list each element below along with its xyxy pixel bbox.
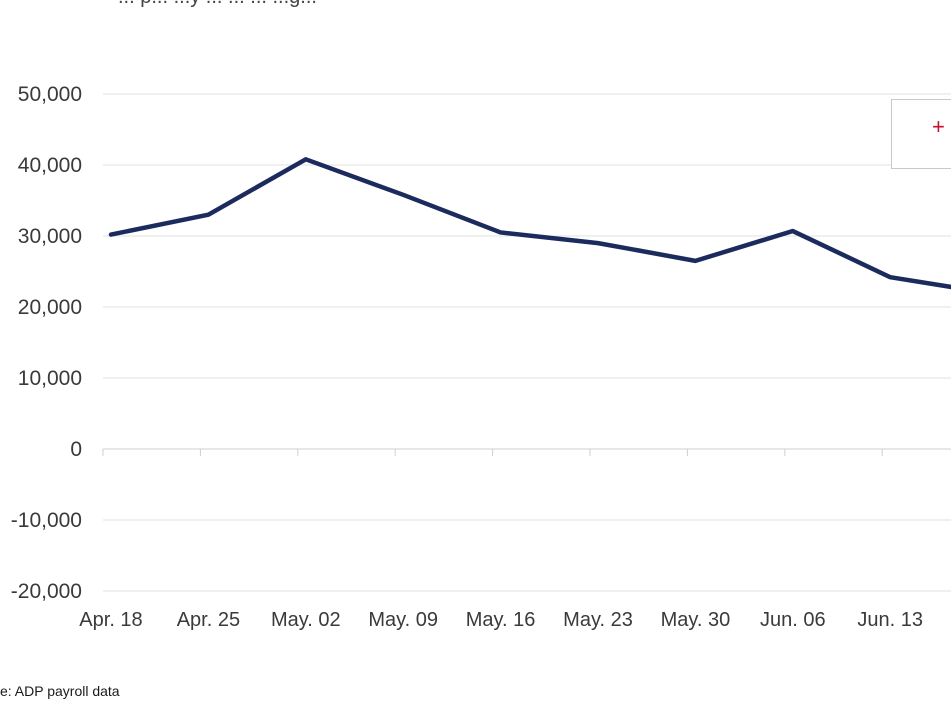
x-tick-label: Jun. 06 xyxy=(760,609,826,631)
y-tick-label: 20,000 xyxy=(18,296,82,319)
y-tick-label: 30,000 xyxy=(18,225,82,248)
x-tick-label: May. 23 xyxy=(563,609,633,631)
y-tick-label: -10,000 xyxy=(11,509,82,532)
y-tick-label: 10,000 xyxy=(18,367,82,390)
x-tick-label: May. 30 xyxy=(661,609,731,631)
y-tick-label: 40,000 xyxy=(18,154,82,177)
series-line xyxy=(108,157,951,290)
x-tick-label: Apr. 18 xyxy=(79,609,142,631)
chart-subtitle: ... p... ...y ... ... ... ...g... xyxy=(118,0,317,9)
x-tick-label: Jun. 13 xyxy=(857,609,923,631)
y-tick-label: -20,000 xyxy=(11,580,82,603)
y-tick-label: 0 xyxy=(70,438,82,461)
y-tick-label: 50,000 xyxy=(18,83,82,106)
legend-marker-icon: + xyxy=(932,114,945,139)
x-tick-label: May. 09 xyxy=(368,609,438,631)
x-tick-label: Apr. 25 xyxy=(177,609,240,631)
x-tick-label: May. 02 xyxy=(271,609,341,631)
source-note: e: ADP payroll data xyxy=(0,683,120,699)
x-tick-label: May. 16 xyxy=(466,609,536,631)
legend: + xyxy=(891,99,951,169)
